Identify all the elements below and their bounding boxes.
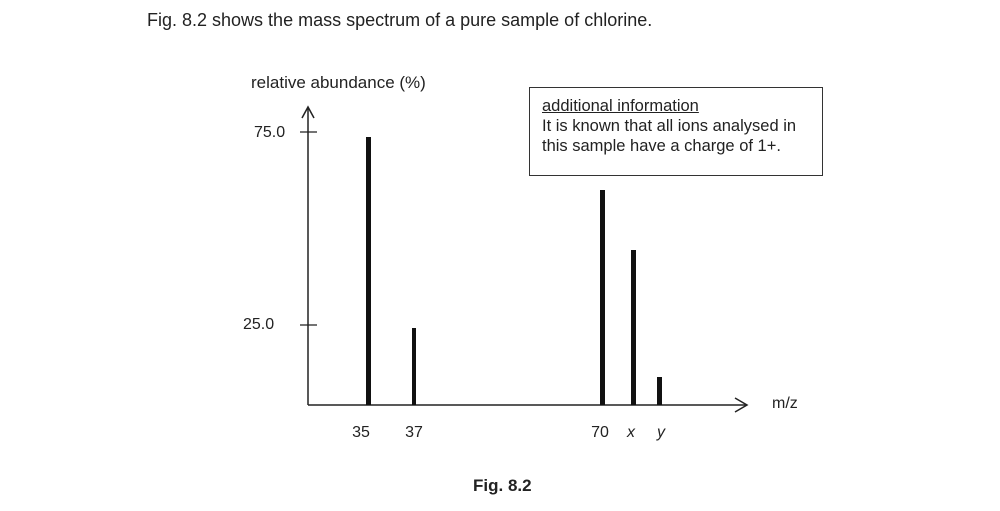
figure-caption: Fig. 8.2 <box>473 476 532 495</box>
bar-mz-37 <box>412 328 416 405</box>
info-box-title: additional information <box>542 97 699 115</box>
y-axis <box>300 105 317 405</box>
x-axis-label: m/z <box>772 395 798 412</box>
x-tick-label-70: 70 <box>591 424 609 441</box>
bar-mz-y <box>657 377 662 405</box>
intro-text: Fig. 8.2 shows the mass spectrum of a pu… <box>147 10 653 30</box>
y-tick-label-75: 75.0 <box>254 124 286 141</box>
bar-mz-35 <box>366 137 371 405</box>
bar-mz-x <box>631 250 636 405</box>
x-tick-label-35: 35 <box>352 424 370 441</box>
x-axis-arrow-icon <box>734 397 749 413</box>
bar-mz-70 <box>600 190 605 405</box>
y-axis-arrow-icon <box>301 105 315 119</box>
additional-information-box: additional information It is known that … <box>529 87 823 176</box>
x-tick-label-37: 37 <box>405 424 423 441</box>
x-tick-label-x: x <box>627 424 635 441</box>
y-axis-label: relative abundance (%) <box>251 73 426 92</box>
x-axis <box>308 397 749 413</box>
x-tick-label-y: y <box>657 424 665 441</box>
y-tick-label-25: 25.0 <box>243 316 275 333</box>
spectrum-bars <box>366 137 662 405</box>
info-box-line-1: It is known that all ions analysed in <box>542 117 797 135</box>
info-box-line-2: this sample have a charge of 1+. <box>542 137 781 155</box>
